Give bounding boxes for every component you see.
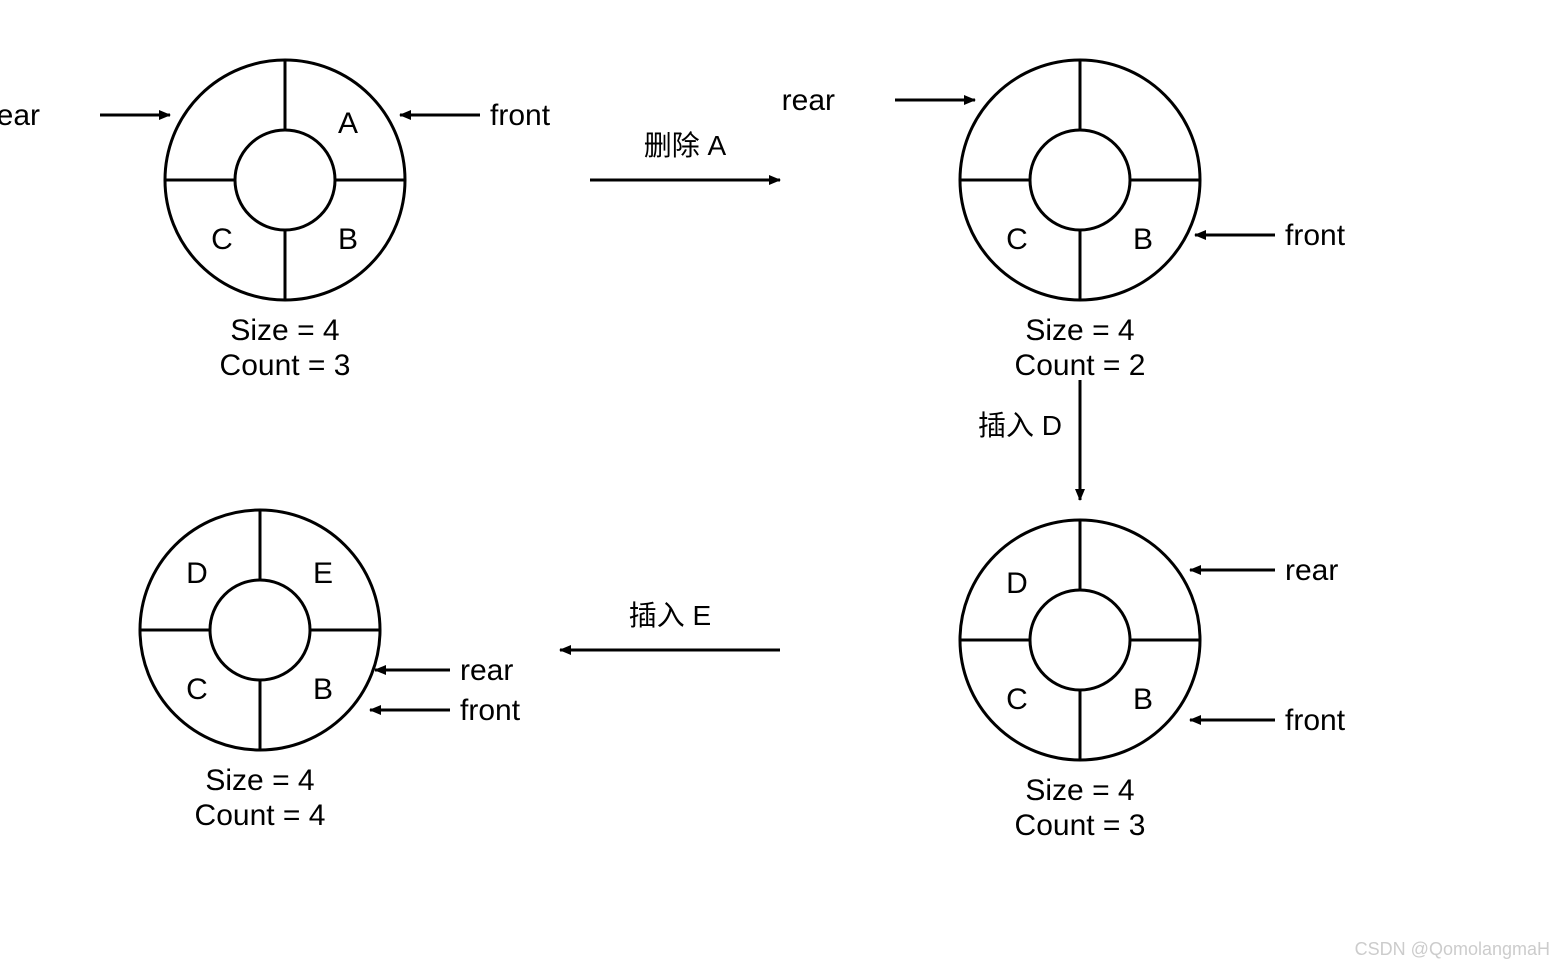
ring1-size: Size = 4	[230, 314, 339, 347]
ring1: A B C Size = 4Count = 3 rear front	[0, 60, 551, 382]
ring2: B C Size = 4Count = 2 rear front	[782, 60, 1346, 382]
ring2-front-label: front	[1285, 219, 1346, 252]
ring2-rear-label: rear	[782, 84, 835, 117]
ring4-size: Size = 4	[205, 764, 314, 797]
ring3-slot-bl: C	[1006, 683, 1028, 716]
ring4-slot-bl: C	[186, 673, 208, 706]
ring3-slot-br: B	[1133, 683, 1153, 716]
transition-t1: 删除 A	[590, 130, 780, 180]
ring3-rear-label: rear	[1285, 554, 1338, 587]
transition-label: 删除 A	[644, 130, 727, 161]
ring4-front-label: front	[460, 694, 521, 727]
watermark: CSDN @QomolangmaH	[1355, 939, 1550, 959]
diagram-canvas: ABCSize = 4Count = 3rearfrontBCSize = 4C…	[0, 0, 1562, 965]
transition-label: 插入 D	[978, 410, 1062, 441]
ring4-count: Count = 4	[195, 799, 326, 832]
ring2-slot-bl: C	[1006, 223, 1028, 256]
ring2-size: Size = 4	[1025, 314, 1134, 347]
ring4-slot-tl: D	[186, 557, 208, 590]
ring4-slot-br: B	[313, 673, 333, 706]
ring3-front-label: front	[1285, 704, 1346, 737]
ring3-slot-tl: D	[1006, 567, 1028, 600]
transition-label: 插入 E	[629, 600, 711, 631]
ring3: B C D Size = 4Count = 3 rear front	[960, 520, 1346, 842]
transition-t3: 插入 E	[560, 600, 780, 650]
ring3-size: Size = 4	[1025, 774, 1134, 807]
ring1-slot-bl: C	[211, 223, 233, 256]
transition-t2: 插入 D	[978, 380, 1080, 500]
ring1-count: Count = 3	[220, 349, 351, 382]
ring1-slot-tr: A	[338, 107, 358, 140]
ring1-rear-label: rear	[0, 99, 40, 132]
ring4-rear-label: rear	[460, 654, 513, 687]
ring4: E B C D Size = 4Count = 4 rear front	[140, 510, 521, 832]
ring2-slot-br: B	[1133, 223, 1153, 256]
ring3-count: Count = 3	[1015, 809, 1146, 842]
ring4-slot-tr: E	[313, 557, 333, 590]
ring2-count: Count = 2	[1015, 349, 1146, 382]
ring1-slot-br: B	[338, 223, 358, 256]
ring1-front-label: front	[490, 99, 551, 132]
